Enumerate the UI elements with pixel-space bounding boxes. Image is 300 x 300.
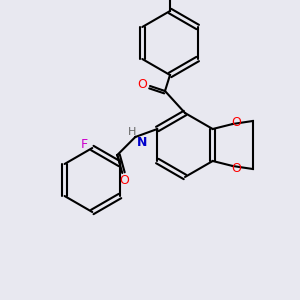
Text: O: O [231, 161, 241, 175]
Text: O: O [119, 173, 129, 187]
Text: O: O [137, 77, 147, 91]
Text: O: O [231, 116, 241, 128]
Text: H: H [128, 127, 136, 137]
Text: F: F [81, 139, 88, 152]
Text: N: N [137, 136, 148, 149]
